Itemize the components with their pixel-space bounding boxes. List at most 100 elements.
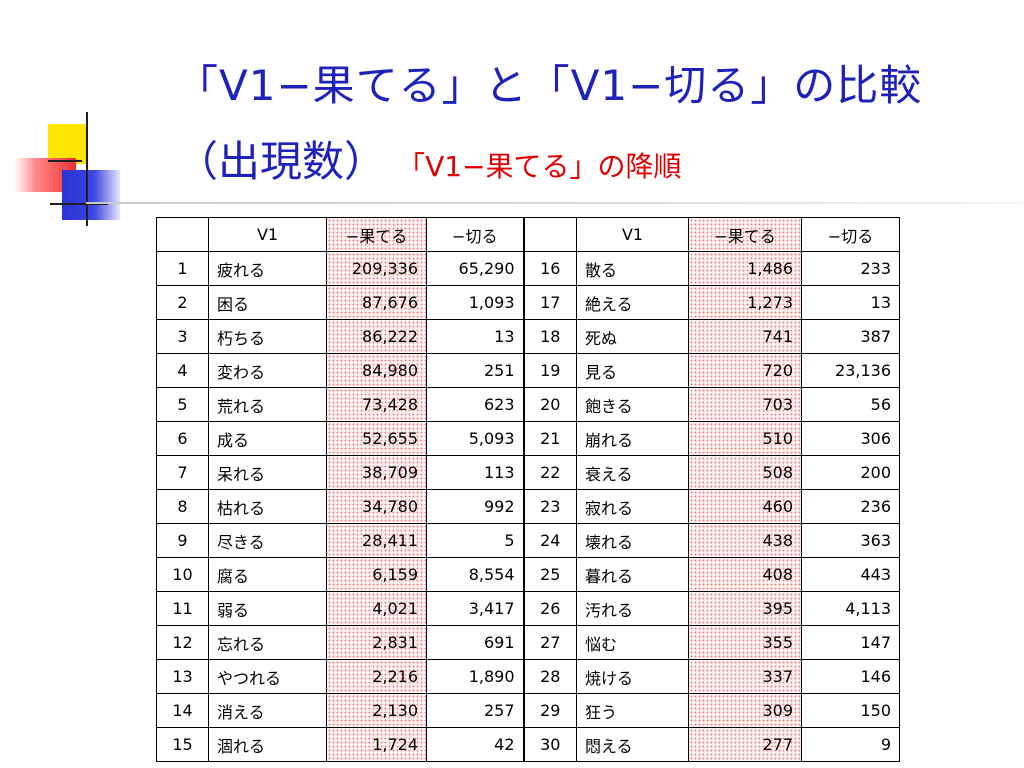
header-cell-v1-2: V1 xyxy=(576,217,689,252)
hateru-count-cell: 741 xyxy=(688,319,802,354)
rank-cell: 20 xyxy=(522,387,577,422)
verb-cell: 悩む xyxy=(576,625,689,660)
hateru-count-cell: 438 xyxy=(688,523,802,558)
verb-cell: 壊れる xyxy=(576,523,689,558)
header-cell-hateru-2: −果てる xyxy=(688,217,802,252)
hateru-count-cell: 1,724 xyxy=(326,727,427,762)
table-row: 7 呆れる 38,709 113 22 衰える 508 200 xyxy=(156,455,900,490)
rank-cell: 14 xyxy=(156,693,209,728)
kiru-count-cell: 5,093 xyxy=(426,421,524,456)
title-underline-rule xyxy=(86,202,1024,204)
kiru-count-cell: 65,290 xyxy=(426,251,524,286)
hateru-count-cell: 2,130 xyxy=(326,693,427,728)
table-row: 11 弱る 4,021 3,417 26 汚れる 395 4,113 xyxy=(156,591,900,626)
kiru-count-cell: 443 xyxy=(801,557,900,592)
kiru-count-cell: 4,113 xyxy=(801,591,900,626)
rank-cell: 4 xyxy=(156,353,209,388)
rank-cell: 9 xyxy=(156,523,209,558)
comparison-table: V1 −果てる −切る V1 −果てる −切る 1 疲れる 209,336 65,29… xyxy=(156,217,900,762)
verb-cell: 寂れる xyxy=(576,489,689,524)
verb-cell: 変わる xyxy=(208,353,327,388)
hateru-count-cell: 720 xyxy=(688,353,802,388)
header-cell-kiru-2: −切る xyxy=(801,217,900,252)
decor-blue-square xyxy=(62,170,120,220)
hateru-count-cell: 355 xyxy=(688,625,802,660)
hateru-count-cell: 510 xyxy=(688,421,802,456)
hateru-count-cell: 1,273 xyxy=(688,285,802,320)
hateru-count-cell: 73,428 xyxy=(326,387,427,422)
hateru-count-cell: 86,222 xyxy=(326,319,427,354)
verb-cell: 絶える xyxy=(576,285,689,320)
rank-cell: 16 xyxy=(522,251,577,286)
table-row: 4 変わる 84,980 251 19 見る 720 23,136 xyxy=(156,353,900,388)
table-row: 9 尽きる 28,411 5 24 壊れる 438 363 xyxy=(156,523,900,558)
kiru-count-cell: 691 xyxy=(426,625,524,660)
table-row: 3 朽ちる 86,222 13 18 死ぬ 741 387 xyxy=(156,319,900,354)
hateru-count-cell: 52,655 xyxy=(326,421,427,456)
kiru-count-cell: 233 xyxy=(801,251,900,286)
hateru-count-cell: 87,676 xyxy=(326,285,427,320)
verb-cell: 涸れる xyxy=(208,727,327,762)
hateru-count-cell: 84,980 xyxy=(326,353,427,388)
rank-cell: 18 xyxy=(522,319,577,354)
table-row: 15 涸れる 1,724 42 30 悶える 277 9 xyxy=(156,727,900,762)
rank-cell: 12 xyxy=(156,625,209,660)
verb-cell: 暮れる xyxy=(576,557,689,592)
rank-cell: 25 xyxy=(522,557,577,592)
decor-vertical-line xyxy=(86,112,88,226)
header-cell-rank-2 xyxy=(522,217,577,252)
table-row: 8 枯れる 34,780 992 23 寂れる 460 236 xyxy=(156,489,900,524)
rank-cell: 2 xyxy=(156,285,209,320)
kiru-count-cell: 13 xyxy=(801,285,900,320)
hateru-count-cell: 408 xyxy=(688,557,802,592)
slide-title-count-label: （出現数） xyxy=(176,137,387,186)
kiru-count-cell: 200 xyxy=(801,455,900,490)
kiru-count-cell: 56 xyxy=(801,387,900,422)
table-row: 10 腐る 6,159 8,554 25 暮れる 408 443 xyxy=(156,557,900,592)
verb-cell: やつれる xyxy=(208,659,327,694)
verb-cell: 疲れる xyxy=(208,251,327,286)
hateru-count-cell: 28,411 xyxy=(326,523,427,558)
table-body: V1 −果てる −切る V1 −果てる −切る 1 疲れる 209,336 65,29… xyxy=(156,217,900,762)
verb-cell: 荒れる xyxy=(208,387,327,422)
rank-cell: 30 xyxy=(522,727,577,762)
rank-cell: 17 xyxy=(522,285,577,320)
kiru-count-cell: 623 xyxy=(426,387,524,422)
hateru-count-cell: 337 xyxy=(688,659,802,694)
kiru-count-cell: 3,417 xyxy=(426,591,524,626)
hateru-count-cell: 34,780 xyxy=(326,489,427,524)
hateru-count-cell: 38,709 xyxy=(326,455,427,490)
hateru-count-cell: 1,486 xyxy=(688,251,802,286)
kiru-count-cell: 5 xyxy=(426,523,524,558)
rank-cell: 29 xyxy=(522,693,577,728)
table-row: 2 困る 87,676 1,093 17 絶える 1,273 13 xyxy=(156,285,900,320)
header-cell-v1: V1 xyxy=(208,217,327,252)
kiru-count-cell: 363 xyxy=(801,523,900,558)
hateru-count-cell: 277 xyxy=(688,727,802,762)
kiru-count-cell: 1,890 xyxy=(426,659,524,694)
hateru-count-cell: 309 xyxy=(688,693,802,728)
table-row: 12 忘れる 2,831 691 27 悩む 355 147 xyxy=(156,625,900,660)
rank-cell: 22 xyxy=(522,455,577,490)
hateru-count-cell: 395 xyxy=(688,591,802,626)
table-row: 6 成る 52,655 5,093 21 崩れる 510 306 xyxy=(156,421,900,456)
hateru-count-cell: 2,831 xyxy=(326,625,427,660)
hateru-count-cell: 703 xyxy=(688,387,802,422)
rank-cell: 23 xyxy=(522,489,577,524)
table-row: 14 消える 2,130 257 29 狂う 309 150 xyxy=(156,693,900,728)
hateru-count-cell: 209,336 xyxy=(326,251,427,286)
rank-cell: 21 xyxy=(522,421,577,456)
table-row: 13 やつれる 2,216 1,890 28 焼ける 337 146 xyxy=(156,659,900,694)
verb-cell: 散る xyxy=(576,251,689,286)
hateru-count-cell: 2,216 xyxy=(326,659,427,694)
kiru-count-cell: 306 xyxy=(801,421,900,456)
rank-cell: 27 xyxy=(522,625,577,660)
verb-cell: 枯れる xyxy=(208,489,327,524)
rank-cell: 28 xyxy=(522,659,577,694)
verb-cell: 尽きる xyxy=(208,523,327,558)
rank-cell: 15 xyxy=(156,727,209,762)
kiru-count-cell: 992 xyxy=(426,489,524,524)
verb-cell: 悶える xyxy=(576,727,689,762)
rank-cell: 5 xyxy=(156,387,209,422)
rank-cell: 3 xyxy=(156,319,209,354)
